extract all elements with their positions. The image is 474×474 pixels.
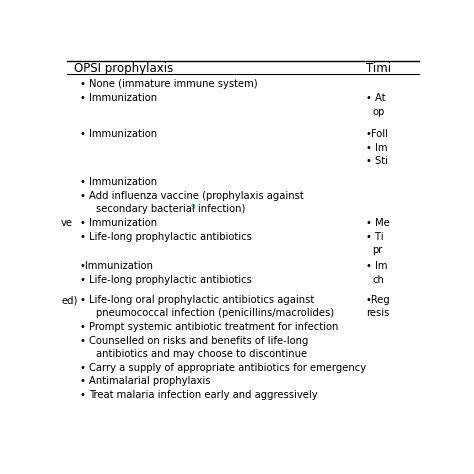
Text: •Reg: •Reg xyxy=(366,295,391,305)
Text: •: • xyxy=(80,322,85,332)
Text: •: • xyxy=(80,390,85,400)
Text: secondary bacterial infection): secondary bacterial infection) xyxy=(96,204,246,214)
Text: •: • xyxy=(80,79,85,89)
Text: None (immature immune system): None (immature immune system) xyxy=(89,79,257,89)
Text: Life-long prophylactic antibiotics: Life-long prophylactic antibiotics xyxy=(89,232,252,242)
Text: Life-long oral prophylactic antibiotics against: Life-long oral prophylactic antibiotics … xyxy=(89,295,314,305)
Text: •Foll: •Foll xyxy=(366,129,389,139)
Text: pneumococcal infection (penicillins/macrolides): pneumococcal infection (penicillins/macr… xyxy=(96,308,334,318)
Text: •: • xyxy=(80,274,85,284)
Text: Carry a supply of appropriate antibiotics for emergency: Carry a supply of appropriate antibiotic… xyxy=(89,363,366,373)
Text: •: • xyxy=(80,363,85,373)
Text: antibiotics and may choose to discontinue: antibiotics and may choose to discontinu… xyxy=(96,349,307,359)
Text: resis: resis xyxy=(366,308,389,318)
Text: •: • xyxy=(80,295,85,305)
Text: •: • xyxy=(80,218,85,228)
Text: •: • xyxy=(80,376,85,386)
Text: ed): ed) xyxy=(61,295,77,305)
Text: Immunization: Immunization xyxy=(89,129,157,139)
Text: Prompt systemic antibiotic treatment for infection: Prompt systemic antibiotic treatment for… xyxy=(89,322,338,332)
Text: •Immunization: •Immunization xyxy=(80,261,154,271)
Text: Counselled on risks and benefits of life-long: Counselled on risks and benefits of life… xyxy=(89,336,308,346)
Text: • Im: • Im xyxy=(366,261,387,271)
Text: • At: • At xyxy=(366,92,386,103)
Text: Life-long prophylactic antibiotics: Life-long prophylactic antibiotics xyxy=(89,274,252,284)
Text: 9: 9 xyxy=(191,204,195,210)
Text: Treat malaria infection early and aggressively: Treat malaria infection early and aggres… xyxy=(89,390,317,400)
Text: Add influenza vaccine (prophylaxis against: Add influenza vaccine (prophylaxis again… xyxy=(89,191,303,201)
Text: • Im: • Im xyxy=(366,143,387,153)
Text: Antimalarial prophylaxis: Antimalarial prophylaxis xyxy=(89,376,210,386)
Text: • Sti: • Sti xyxy=(366,156,388,166)
Text: Immunization: Immunization xyxy=(89,218,157,228)
Text: •: • xyxy=(80,129,85,139)
Text: op: op xyxy=(373,107,385,117)
Text: OPSI prophylaxis: OPSI prophylaxis xyxy=(74,62,173,75)
Text: ve: ve xyxy=(61,218,73,228)
Text: • Ti: • Ti xyxy=(366,232,383,242)
Text: ch: ch xyxy=(373,274,384,284)
Text: •: • xyxy=(80,232,85,242)
Text: •: • xyxy=(80,177,85,187)
Text: Immunization: Immunization xyxy=(89,177,157,187)
Text: Timi: Timi xyxy=(366,62,391,75)
Text: Immunization: Immunization xyxy=(89,92,157,103)
Text: pr: pr xyxy=(373,246,383,255)
Text: •: • xyxy=(80,92,85,103)
Text: • Me: • Me xyxy=(366,218,390,228)
Text: •: • xyxy=(80,336,85,346)
Text: •: • xyxy=(80,191,85,201)
